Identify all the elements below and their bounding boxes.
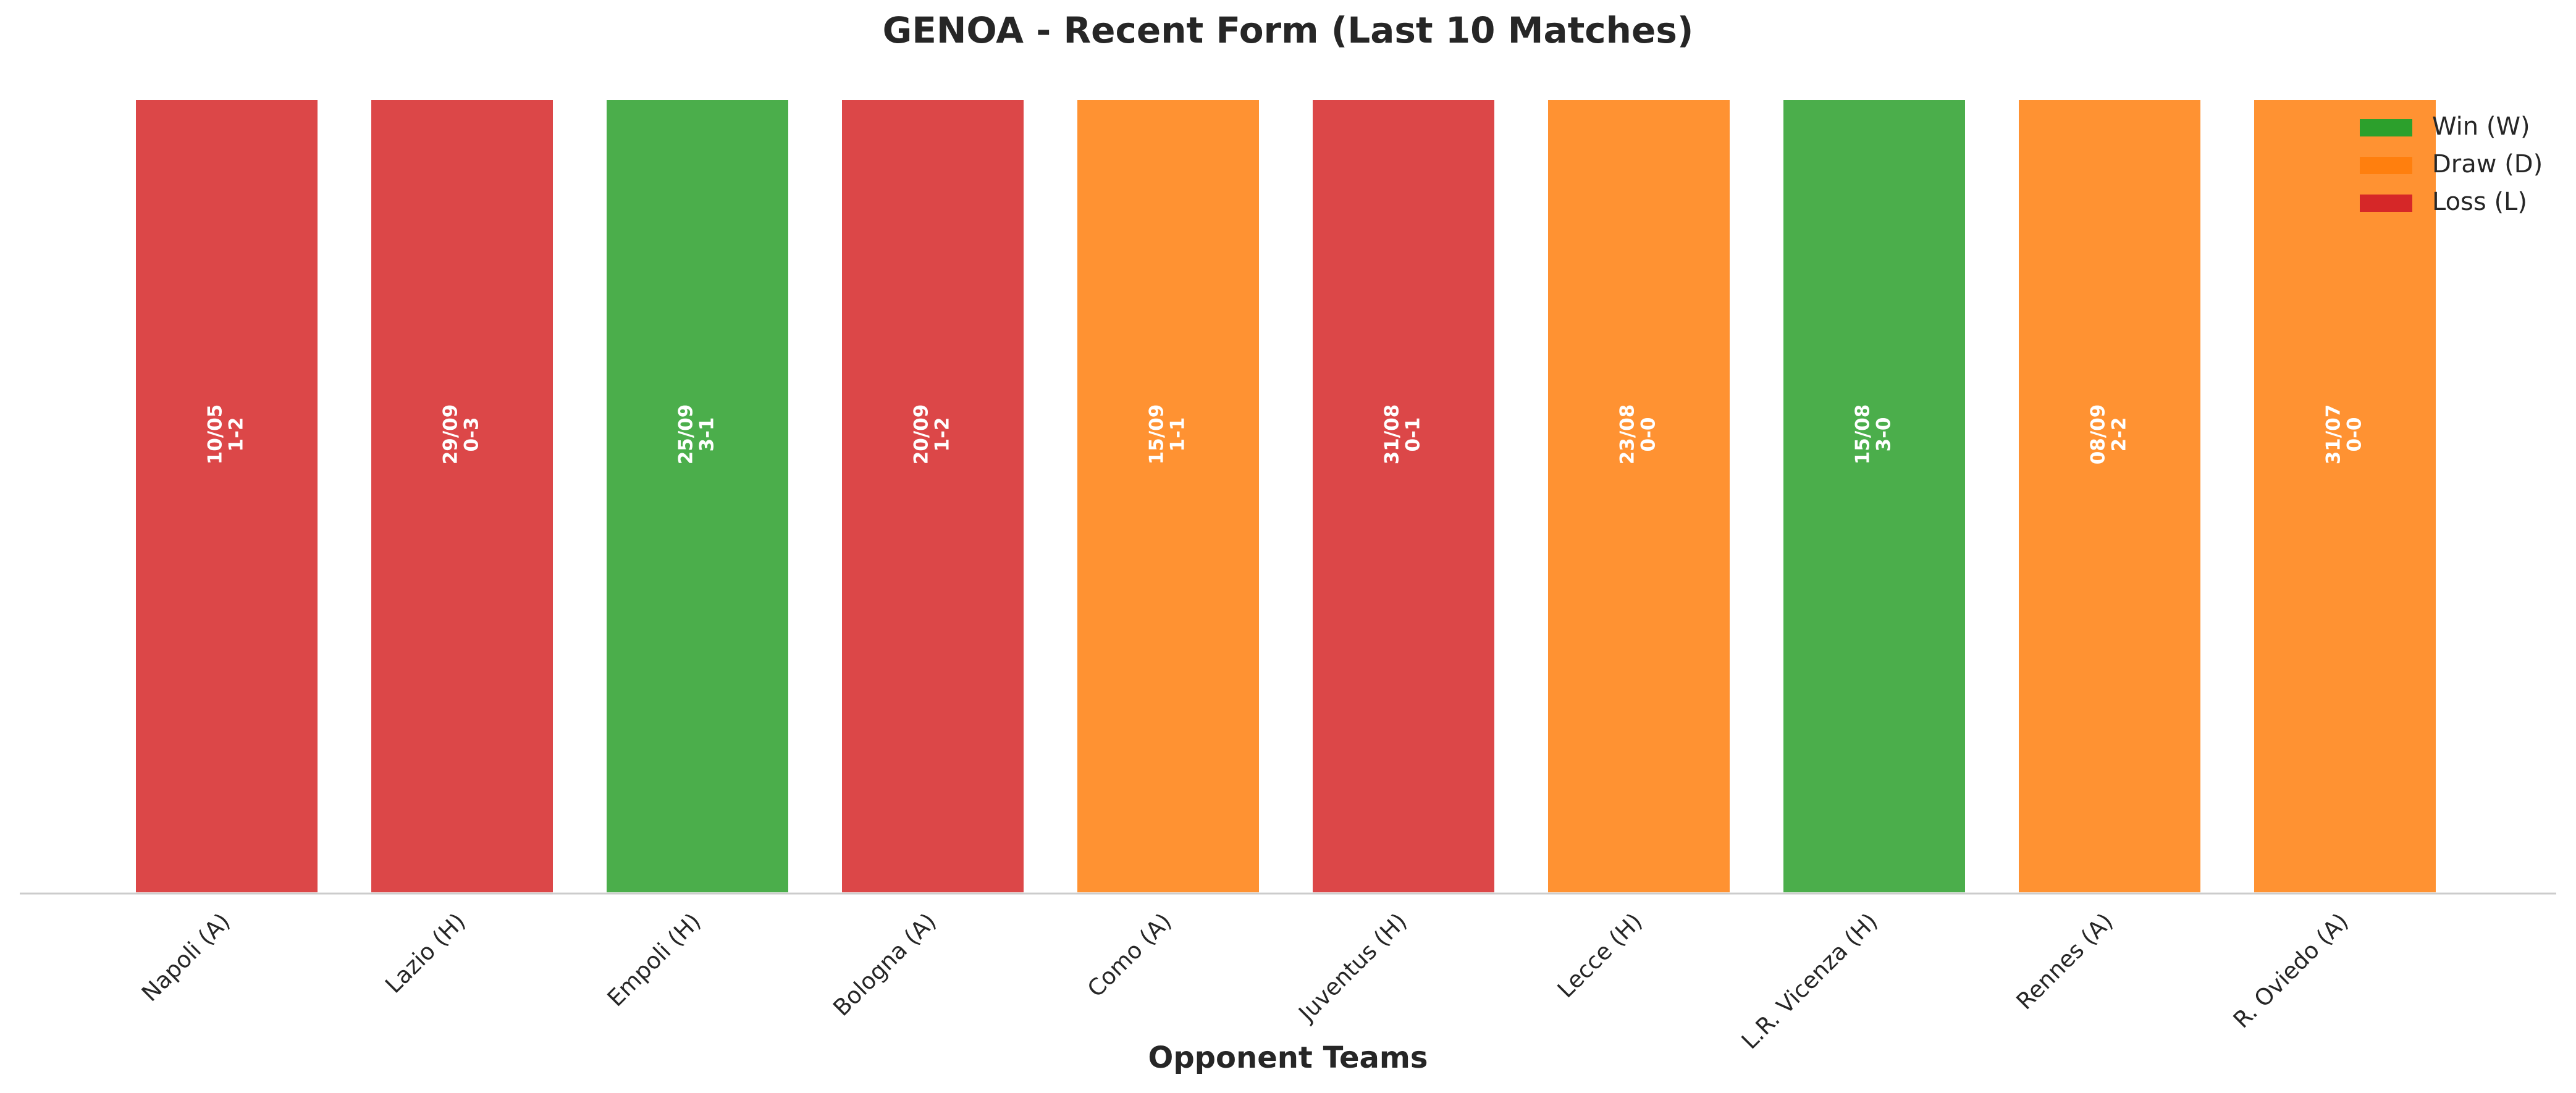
bar-score-label: 0-1 <box>1402 417 1425 451</box>
legend-swatch <box>2360 119 2412 136</box>
x-tick-label: Juventus (H) <box>1293 908 1412 1027</box>
bar-score-label: 3-1 <box>696 417 718 451</box>
bar-score-label: 2-2 <box>2108 417 2131 451</box>
x-axis-label: Opponent Teams <box>1148 1041 1428 1075</box>
bar-date-label: 20/09 <box>911 404 933 465</box>
bar-date-label: 08/09 <box>2087 404 2110 465</box>
bar-score-label: 0-3 <box>461 417 483 451</box>
x-tick-label: Bologna (A) <box>828 908 941 1021</box>
bar <box>1075 98 1261 895</box>
legend-label: Win (W) <box>2432 112 2530 141</box>
bar <box>133 98 320 895</box>
bar <box>1310 98 1497 895</box>
bar-score-label: 3-0 <box>1873 417 1895 451</box>
bar-date-label: 15/09 <box>1146 404 1168 465</box>
bar-score-label: 0-0 <box>2344 417 2366 451</box>
bar-score-label: 1-2 <box>932 417 954 451</box>
legend-label: Loss (L) <box>2432 188 2527 216</box>
bar <box>369 98 555 895</box>
x-tick-label: Rennes (A) <box>2011 908 2118 1015</box>
bar <box>1546 98 1732 895</box>
legend-swatch <box>2360 195 2412 212</box>
x-tick-label: L.R. Vicenza (H) <box>1736 908 1883 1054</box>
bar-date-label: 25/09 <box>675 404 697 465</box>
legend-label: Draw (D) <box>2432 150 2543 178</box>
bar <box>1781 98 1968 895</box>
bar-date-label: 10/05 <box>204 404 227 465</box>
x-tick-label: Empoli (H) <box>602 908 706 1011</box>
bar-score-label: 1-1 <box>1167 417 1189 451</box>
bar-date-label: 31/08 <box>1381 404 1404 465</box>
bar <box>604 98 791 895</box>
bar-score-label: 0-0 <box>1638 417 1660 451</box>
x-tick-label: Lazio (H) <box>380 908 470 998</box>
chart-title: GENOA - Recent Form (Last 10 Matches) <box>883 9 1694 51</box>
bar <box>2252 98 2438 895</box>
bar-score-label: 1-2 <box>225 417 248 451</box>
bar-date-label: 23/08 <box>1617 404 1639 465</box>
x-tick-label: Como (A) <box>1082 908 1177 1002</box>
bar <box>2016 98 2203 895</box>
legend-swatch <box>2360 157 2412 174</box>
bar-date-label: 31/07 <box>2323 404 2345 465</box>
x-tick-label: R. Oviedo (A) <box>2228 908 2354 1033</box>
bar-date-label: 15/08 <box>1852 404 1874 465</box>
x-tick-label: Lecce (H) <box>1552 908 1648 1003</box>
x-tick-label: Napoli (A) <box>137 908 235 1007</box>
bar-date-label: 29/09 <box>440 404 462 465</box>
bar <box>840 98 1026 895</box>
